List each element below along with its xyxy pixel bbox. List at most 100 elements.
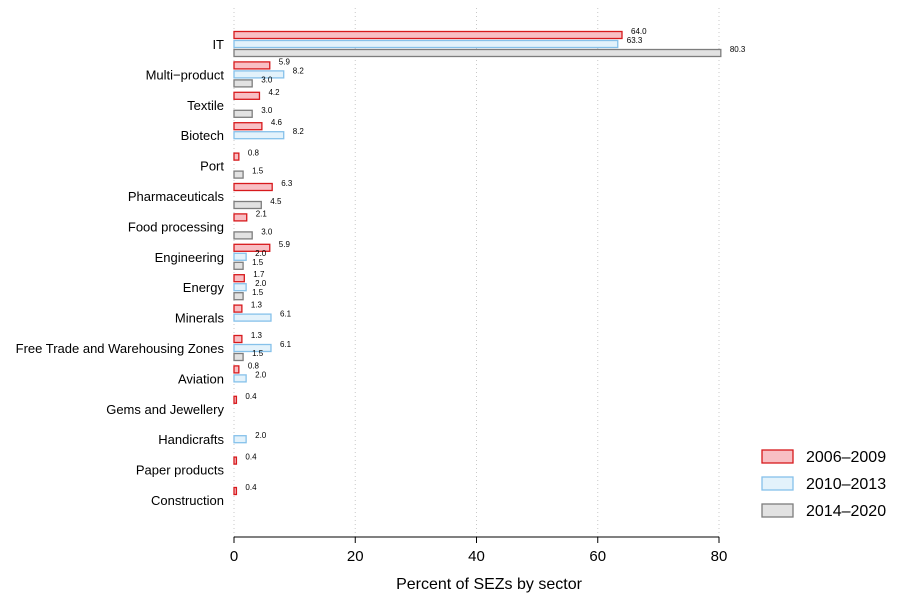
bar xyxy=(233,395,238,404)
data-label: 63.3 xyxy=(627,36,643,45)
bar xyxy=(233,456,238,465)
grid-lines xyxy=(233,8,720,537)
bar xyxy=(233,435,247,444)
data-label: 0.8 xyxy=(248,361,260,370)
bar xyxy=(233,48,722,58)
category-label: Gems and Jewellery xyxy=(106,402,224,417)
category-label: Multi−product xyxy=(146,67,225,82)
category-label: Pharmaceuticals xyxy=(128,189,225,204)
data-label: 0.4 xyxy=(245,453,257,462)
bar xyxy=(233,30,623,40)
legend-swatch xyxy=(761,476,794,491)
data-label: 80.3 xyxy=(730,45,746,54)
x-axis-title: Percent of SEZs by sector xyxy=(396,576,583,593)
value-labels: 64.063.380.35.98.23.04.23.04.68.20.81.56… xyxy=(245,27,746,492)
category-label: Port xyxy=(200,159,224,174)
data-label: 2.0 xyxy=(255,249,267,258)
category-label: Textile xyxy=(187,98,224,113)
data-label: 1.5 xyxy=(252,258,264,267)
bar xyxy=(233,109,253,118)
data-label: 2.0 xyxy=(255,431,267,440)
bar xyxy=(233,79,253,88)
data-label: 5.9 xyxy=(279,240,291,249)
legend-swatch xyxy=(761,503,794,518)
data-label: 6.1 xyxy=(280,340,292,349)
bar xyxy=(233,152,240,161)
bar xyxy=(233,313,272,322)
x-tick-label: 60 xyxy=(589,548,606,565)
data-label: 1.5 xyxy=(252,349,264,358)
category-label: Food processing xyxy=(128,219,224,234)
bar xyxy=(233,61,271,70)
data-label: 1.3 xyxy=(251,301,263,310)
legend-label: 2014–2020 xyxy=(806,503,886,520)
bar xyxy=(233,274,245,283)
data-label: 8.2 xyxy=(293,66,305,75)
legend-swatch xyxy=(761,449,794,464)
data-label: 0.8 xyxy=(248,149,260,158)
bar xyxy=(233,39,619,49)
data-label: 8.2 xyxy=(293,127,305,136)
category-labels: IT Multi−product Textile Biotech Port Pharmac… xyxy=(16,37,225,508)
category-label: Free Trade and Warehousing Zones xyxy=(16,341,225,356)
bar xyxy=(233,91,261,100)
legend-label: 2010–2013 xyxy=(806,476,886,493)
category-label: Construction xyxy=(151,493,224,508)
data-label: 6.3 xyxy=(281,179,293,188)
bar xyxy=(233,486,238,496)
data-label: 4.2 xyxy=(268,88,280,97)
bar xyxy=(233,352,244,362)
bar xyxy=(233,283,247,292)
bar xyxy=(233,131,285,140)
bar xyxy=(233,200,262,210)
bar xyxy=(233,170,244,179)
data-label: 5.9 xyxy=(279,57,291,66)
data-label: 4.5 xyxy=(270,197,282,206)
category-label: Handicrafts xyxy=(158,432,224,447)
data-label: 4.6 xyxy=(271,118,283,127)
bar xyxy=(233,304,243,313)
data-label: 3.0 xyxy=(261,227,273,236)
bar xyxy=(233,231,253,240)
x-tick-label: 80 xyxy=(711,548,728,565)
data-label: 1.3 xyxy=(251,331,263,340)
data-label: 2.1 xyxy=(256,209,268,218)
data-label: 1.7 xyxy=(253,270,265,279)
data-label: 1.5 xyxy=(252,167,264,176)
bar xyxy=(233,343,272,353)
bar xyxy=(233,334,243,344)
data-label: 0.4 xyxy=(245,483,257,492)
bar xyxy=(233,70,285,79)
data-label: 1.5 xyxy=(252,288,264,297)
category-label: Paper products xyxy=(136,463,225,478)
x-tick-label: 0 xyxy=(230,548,238,565)
legend: 2006–2009 2010–2013 2014–2020 xyxy=(761,449,886,520)
bar xyxy=(233,213,248,222)
data-label: 3.0 xyxy=(261,106,273,115)
bars xyxy=(233,30,722,496)
x-tick-label: 40 xyxy=(468,548,485,565)
x-axis: 0 20 40 60 80 xyxy=(230,536,728,565)
category-label: Energy xyxy=(183,280,225,295)
data-label: 2.0 xyxy=(255,370,267,379)
bar xyxy=(233,182,273,192)
bar xyxy=(233,374,247,383)
data-label: 2.0 xyxy=(255,279,267,288)
bar xyxy=(233,243,271,252)
category-label: Biotech xyxy=(181,128,224,143)
bar xyxy=(233,261,244,270)
legend-label: 2006–2009 xyxy=(806,449,886,466)
category-label: IT xyxy=(212,37,224,52)
data-label: 64.0 xyxy=(631,27,647,36)
category-label: Aviation xyxy=(178,371,224,386)
bar xyxy=(233,122,263,131)
category-label: Engineering xyxy=(155,250,224,265)
bar xyxy=(233,252,247,261)
x-tick-label: 20 xyxy=(347,548,364,565)
data-label: 3.0 xyxy=(261,75,273,84)
data-label: 6.1 xyxy=(280,310,292,319)
data-label: 0.4 xyxy=(245,392,257,401)
bar xyxy=(233,365,240,374)
bar xyxy=(233,292,244,301)
